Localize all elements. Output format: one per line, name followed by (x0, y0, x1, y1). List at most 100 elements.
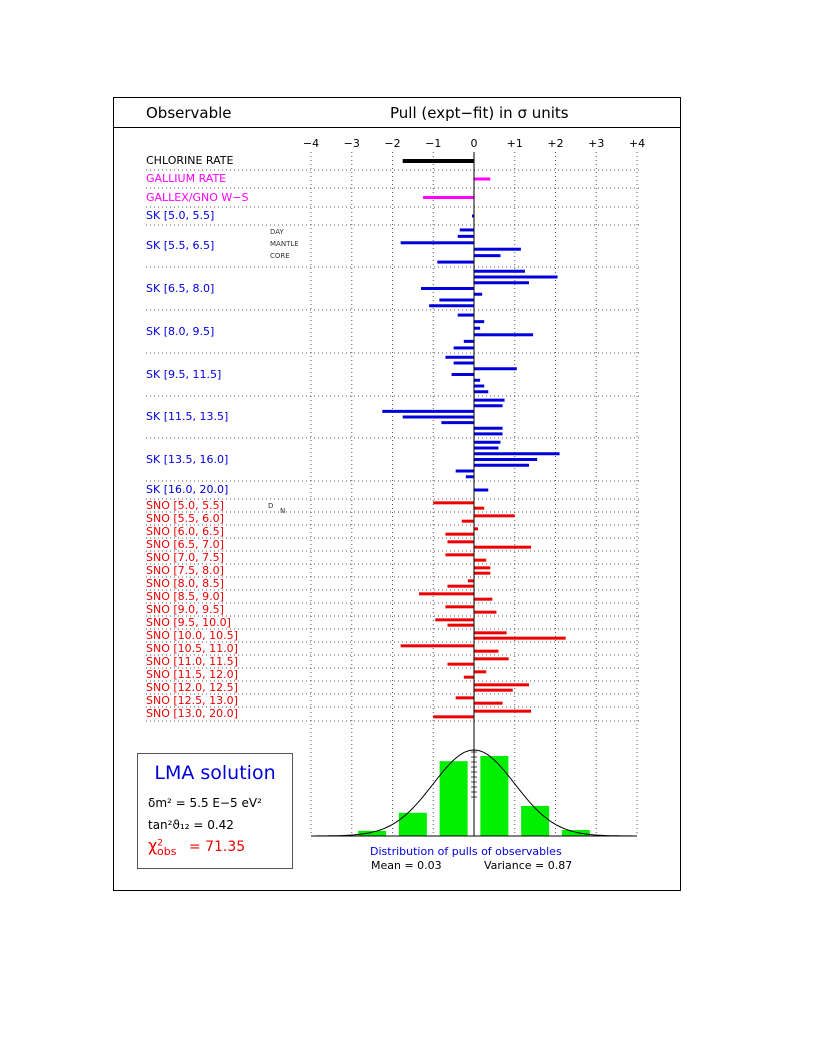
pull-bar (474, 390, 489, 394)
pull-bar (474, 426, 503, 430)
row-label: SK [13.5, 16.0] (146, 452, 229, 466)
pull-bar (445, 605, 474, 609)
row-label: SK [9.5, 11.5] (146, 367, 222, 381)
row-label: SNO [8.5, 9.0] (146, 589, 224, 603)
x-tick-label: −2 (384, 137, 400, 150)
header-separator (113, 127, 681, 128)
pull-bar (474, 281, 530, 285)
row-label: SNO [10.5, 11.0] (146, 641, 238, 655)
chi-sub: obs (156, 844, 177, 858)
row-label: GALLIUM RATE (146, 172, 227, 185)
row-label: SK [11.5, 13.5] (146, 410, 229, 423)
row-label: SNO [12.5, 13.0] (146, 693, 238, 707)
pull-bar (474, 571, 491, 575)
pull-bar (453, 361, 474, 365)
x-tick-label: +1 (507, 137, 523, 150)
pull-header: Pull (expt−fit) in σ units (390, 104, 569, 122)
pull-bar (433, 715, 474, 719)
pull-bar (445, 355, 474, 359)
row-label: SNO [8.0, 8.5] (146, 576, 224, 590)
pull-bar (451, 373, 474, 376)
pull-bar (474, 247, 521, 251)
pull-bar (418, 592, 474, 596)
pull-bar (463, 675, 474, 679)
pull-bar (402, 415, 474, 419)
histogram-bar (358, 830, 387, 836)
pull-bar (441, 421, 474, 425)
sno-sublabel: N (280, 507, 286, 515)
pull-bar (474, 404, 503, 408)
observable-header: Observable (146, 104, 232, 122)
pull-bar (474, 566, 491, 570)
pull-bar (445, 553, 474, 557)
pull-bar (474, 670, 487, 674)
pull-bar (474, 688, 513, 692)
pull-bar (474, 458, 538, 461)
row-label: SNO [7.5, 8.0] (146, 563, 224, 577)
lma-solution-box: LMA solution δm² = 5.5 E−5 eV² tan²ϑ₁₂ =… (137, 753, 293, 869)
pull-bar (474, 320, 485, 324)
pull-bar (467, 579, 474, 583)
pull-bar (474, 254, 501, 258)
pull-bar (447, 540, 474, 544)
pull-bar (474, 545, 532, 549)
pull-bar (445, 532, 474, 536)
chi-sup: 2 (157, 838, 163, 849)
pull-bar (474, 506, 485, 510)
pull-bar (474, 367, 517, 371)
row-label: GALLEX/GNO W−S (146, 190, 249, 204)
pull-bar (474, 292, 483, 296)
histogram-bar (398, 812, 427, 836)
row-label: SNO [7.0, 7.5] (146, 550, 224, 564)
row-label: SNO [11.0, 11.5] (146, 654, 238, 668)
pull-bar (471, 214, 474, 218)
pull-bar (382, 409, 474, 413)
row-label: SNO [10.0, 10.5] (146, 628, 238, 642)
histogram-bar (439, 761, 468, 836)
pull-bar (463, 339, 474, 343)
histogram-bar (480, 756, 509, 836)
row-label: SNO [12.0, 12.5] (146, 680, 238, 694)
distribution-title: Distribution of pulls of observables (370, 845, 562, 858)
sno-sublabel: D (268, 502, 274, 510)
distribution-mean: Mean = 0.03 (371, 859, 442, 872)
pull-bar (474, 709, 532, 713)
pull-bar (474, 275, 558, 279)
x-tick-label: 0 (471, 137, 478, 150)
pull-bar (400, 644, 474, 648)
pull-bar (435, 618, 474, 622)
pull-bar (474, 177, 491, 181)
pull-bar (457, 234, 474, 238)
pull-bar (474, 384, 485, 388)
figure-frame (113, 97, 681, 891)
x-tick-label: +3 (588, 137, 604, 150)
pull-bar (474, 558, 487, 562)
pull-bar (474, 333, 534, 337)
pull-bar (474, 432, 503, 436)
pull-bar (400, 241, 474, 245)
pull-bar (474, 326, 481, 330)
row-sublabel: MANTLE (270, 240, 299, 248)
pull-bar (474, 514, 515, 518)
histogram-bar (521, 805, 550, 836)
row-label: SNO [6.5, 7.0] (146, 537, 224, 551)
x-tick-label: −3 (344, 137, 360, 150)
pull-bar (455, 469, 474, 473)
pull-bar (474, 636, 566, 640)
row-label: SNO [9.0, 9.5] (146, 602, 224, 616)
pull-bar (474, 463, 530, 467)
pull-bar (474, 488, 489, 492)
pull-bar (423, 196, 474, 199)
dm2-value: δm² = 5.5 E−5 eV² (148, 796, 262, 810)
pull-bar (474, 527, 479, 531)
pull-bar (433, 501, 474, 505)
lma-title: LMA solution (154, 762, 276, 784)
row-label: SNO [5.0, 5.5] (146, 498, 224, 512)
pull-bar (447, 662, 474, 666)
pull-bar (421, 287, 474, 290)
pull-bar (474, 631, 507, 635)
pull-bar (474, 597, 493, 601)
pull-bar (474, 701, 503, 705)
pull-bar (474, 398, 505, 402)
pull-bar (447, 584, 474, 588)
